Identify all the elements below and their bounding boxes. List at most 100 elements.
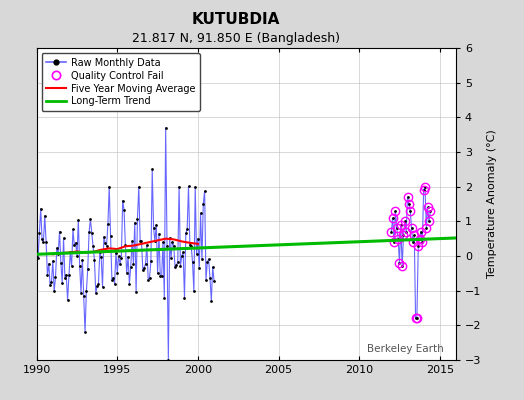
Point [125, 280, 134, 287]
Point [201, 188, 209, 194]
Point [207, 298, 215, 304]
Point [66, 249, 74, 256]
Point [32, 253, 41, 260]
Point [37, 205, 45, 212]
Point [199, 201, 208, 207]
Point [82, 288, 91, 294]
Point [152, 221, 160, 228]
Point [184, 183, 193, 190]
Point [188, 259, 196, 266]
Point [426, 208, 434, 214]
Text: Berkeley Earth: Berkeley Earth [367, 344, 443, 354]
Point [113, 269, 122, 276]
Point [57, 259, 65, 266]
Point [403, 194, 412, 200]
Point [94, 280, 103, 287]
Point [166, 235, 174, 241]
Legend: Raw Monthly Data, Quality Control Fail, Five Year Moving Average, Long-Term Tren: Raw Monthly Data, Quality Control Fail, … [41, 53, 200, 111]
Point [104, 221, 112, 228]
Point [116, 260, 124, 267]
Point [99, 284, 107, 290]
Point [81, 329, 89, 336]
Point [143, 242, 151, 248]
Point [410, 232, 419, 238]
Point [105, 184, 113, 190]
Point [74, 217, 82, 223]
Point [183, 226, 191, 232]
Point [97, 254, 105, 260]
Point [148, 166, 157, 172]
Point [133, 216, 141, 222]
Point [71, 239, 80, 246]
Point [191, 184, 200, 190]
Point [120, 206, 128, 213]
Point [170, 242, 178, 249]
Point [136, 238, 144, 244]
Point [75, 262, 84, 269]
Point [151, 238, 159, 245]
Point [163, 243, 171, 250]
Point [49, 258, 57, 264]
Point [88, 230, 96, 236]
Point [85, 229, 93, 236]
Point [180, 294, 189, 301]
Point [392, 225, 401, 232]
Point [38, 236, 46, 243]
Point [187, 242, 195, 249]
Point [398, 263, 407, 270]
Point [45, 260, 53, 267]
Point [114, 253, 123, 260]
Point [112, 250, 120, 256]
Point [39, 239, 48, 246]
Point [128, 238, 136, 244]
Point [147, 258, 155, 264]
Point [83, 266, 92, 272]
Point [135, 184, 143, 190]
Point [92, 290, 100, 296]
Point [394, 236, 402, 242]
Point [204, 256, 213, 262]
Point [121, 241, 129, 248]
Point [160, 294, 169, 301]
Point [96, 248, 104, 255]
Point [164, 357, 172, 363]
Point [419, 187, 428, 193]
Point [126, 264, 135, 270]
Point [167, 255, 175, 261]
Point [54, 251, 62, 257]
Point [109, 274, 117, 281]
Point [422, 225, 431, 232]
Point [42, 238, 50, 245]
Point [198, 256, 206, 262]
Point [202, 277, 210, 284]
Point [69, 226, 77, 233]
Point [179, 249, 187, 256]
Point [61, 274, 69, 281]
Point [178, 253, 186, 260]
Point [106, 233, 115, 240]
Point [406, 208, 414, 214]
Point [51, 274, 60, 281]
Point [90, 257, 99, 264]
Point [62, 271, 70, 278]
Point [195, 264, 203, 271]
Y-axis label: Temperature Anomaly (°C): Temperature Anomaly (°C) [487, 130, 497, 278]
Point [182, 230, 190, 237]
Point [73, 253, 81, 260]
Point [185, 242, 194, 248]
Point [399, 232, 408, 238]
Point [58, 279, 67, 286]
Point [176, 262, 184, 269]
Point [400, 218, 409, 224]
Point [192, 251, 201, 258]
Point [129, 260, 138, 267]
Point [418, 239, 427, 245]
Point [206, 275, 214, 282]
Point [101, 240, 110, 246]
Point [173, 259, 182, 265]
Point [43, 272, 52, 279]
Point [391, 208, 400, 214]
Point [149, 224, 158, 231]
Point [145, 274, 154, 281]
Point [50, 288, 58, 295]
